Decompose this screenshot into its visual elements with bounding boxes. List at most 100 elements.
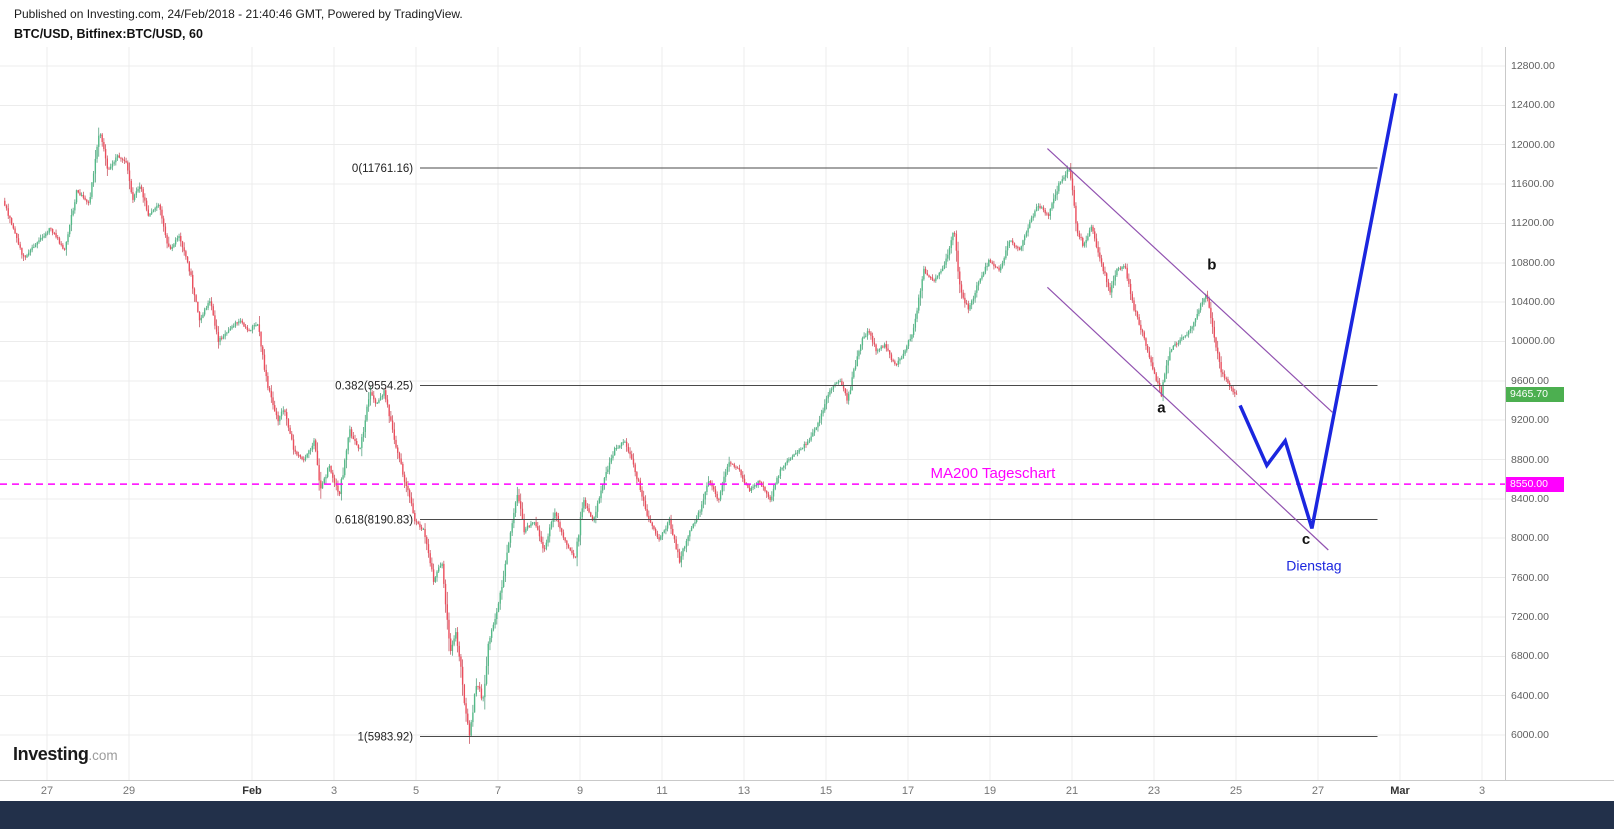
investing-logo: Investing.com [13,744,118,765]
candle-body [982,272,985,276]
candle-body [562,532,565,538]
channel-trendline[interactable] [1046,148,1333,413]
candle-body [51,229,54,233]
candle-body [1232,388,1234,393]
candle-body [977,282,980,286]
candle-body [1210,307,1212,319]
candle-body [244,326,247,328]
candle-body [429,553,431,564]
candle-body [438,567,440,572]
price-tick-label: 11200.00 [1511,217,1555,229]
candle-body [164,226,167,236]
candle-body [338,491,341,495]
candle-body [721,485,723,492]
fibonacci-retracement[interactable]: 0(11761.16) 0.382(9554.25) 0.618(8190.83) 1… [335,163,1378,744]
candle-body [742,475,744,479]
candle-body [685,540,688,547]
chart-area[interactable]: 0(11761.16) 0.382(9554.25) 0.618(8190.83) 1… [0,47,1505,780]
candle-body [1150,357,1152,363]
candle-body [1063,177,1065,180]
candle-body [938,272,940,276]
time-tick-label: 17 [901,785,915,797]
candle-body [639,480,641,490]
candle-body [1182,336,1185,338]
candle-body [364,420,366,432]
candle-body [564,537,566,541]
candle-body [251,326,254,331]
candle-body [152,210,155,212]
candle-body [272,397,274,406]
candle-body [463,684,466,704]
candle-body [1095,238,1098,247]
candle-body [69,224,71,235]
candle-body [1205,294,1207,299]
candle-body [836,382,838,384]
candle-body [432,569,435,582]
candle-body [904,350,906,354]
candle-body [1141,330,1144,333]
candle-body [357,445,360,449]
header: Published on Investing.com, 24/Feb/2018 … [0,0,1614,47]
candle-body [846,393,848,401]
candle-body [603,477,606,485]
candle-body [1222,372,1224,375]
candle-body [453,638,455,645]
time-tick-label: 27 [40,785,54,797]
price-axis[interactable]: 12800.00 12400.00 12000.00 11600.00 11200.00… [1505,47,1614,780]
candle-body [784,463,787,466]
candle-body [415,521,418,523]
candle-body [280,411,283,417]
candle-body [340,479,343,495]
candle-body [767,493,770,497]
ma200-label: MA200 Tageschart [931,465,1057,482]
candle-body [1172,345,1174,350]
candle-body [82,194,85,198]
candle-body [812,432,814,437]
candle-body [796,452,799,454]
candle-body [897,360,899,365]
candle-body [342,475,344,480]
candle-body [263,354,266,370]
candle-body [267,376,269,388]
candle-body [1201,302,1204,305]
candle-body [569,547,571,551]
candle-body [1208,299,1210,308]
candle-body [45,233,47,237]
candle-body [912,327,915,335]
candle-body [1179,339,1181,343]
candle-body [656,533,659,538]
candle-body [311,445,313,450]
projection-path[interactable] [1238,93,1398,529]
candle-body [629,451,631,455]
candle-body [468,723,471,736]
annotation-b: b [1207,257,1216,274]
candle-body [1061,179,1063,182]
candle-body [940,270,942,273]
candle-body [408,490,411,498]
candle-body [323,478,325,484]
candle-body [57,237,59,239]
candle-body [349,429,351,438]
candle-body [255,325,257,326]
channel-trendline[interactable] [1046,286,1329,551]
price-tick-label: 10800.00 [1511,257,1555,269]
candle-body [844,388,846,394]
candle-body [1100,258,1103,264]
candle-body [89,197,91,203]
time-axis[interactable]: 27 29 Feb 3 5 7 9 11 13 15 17 19 21 23 25 27 Mar 3 [0,780,1614,801]
candle-body [67,234,69,242]
candle-body [730,462,732,464]
candle-body [661,532,664,537]
candle-body [781,467,783,470]
candle-body [841,381,843,386]
candle-body [366,406,368,421]
candle-body [297,454,300,456]
candle-body [65,241,67,250]
price-tick-label: 6800.00 [1511,650,1549,662]
candle-body [634,464,636,473]
candlestick-plot[interactable]: 0(11761.16) 0.382(9554.25) 0.618(8190.83) 1… [0,47,1505,780]
annotation-a: a [1157,399,1166,416]
candle-body [1174,343,1176,346]
price-tick-label: 12800.00 [1511,60,1555,72]
candle-body [555,512,558,516]
